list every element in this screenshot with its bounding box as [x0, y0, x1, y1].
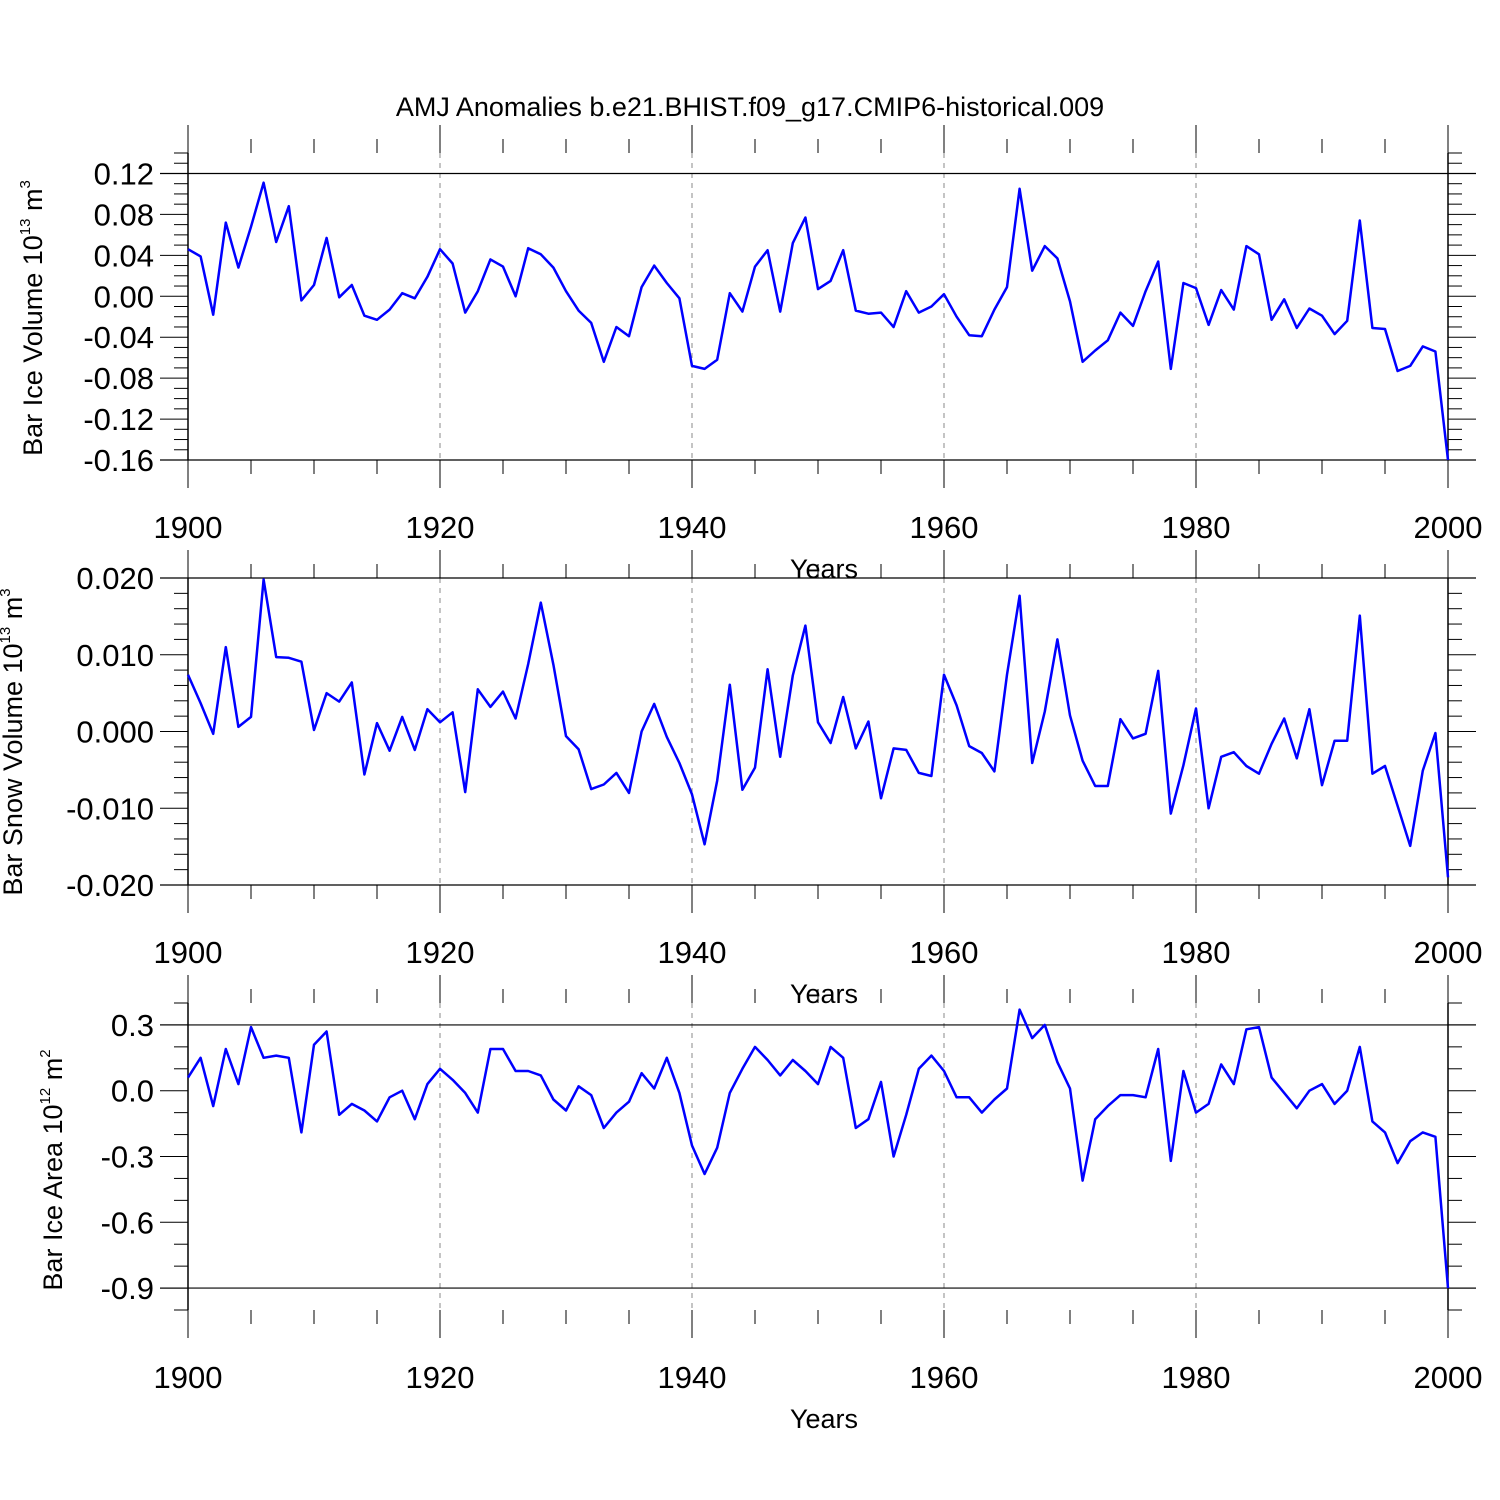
y-axis-label: Bar Snow Volume 1013 m3 [0, 588, 28, 895]
y-tick-label: -0.010 [66, 791, 154, 826]
y-axis-label-part: m [38, 1058, 68, 1088]
x-tick-label: 2000 [1414, 935, 1483, 970]
series-line [187, 181, 1450, 461]
y-tick-label: -0.12 [83, 402, 154, 437]
y-axis-label-part: Bar Ice Area 10 [38, 1104, 68, 1290]
y-axis-label: Bar Ice Area 1012 m2 [37, 1049, 68, 1290]
x-tick-label: 1920 [406, 1360, 475, 1395]
ice-area-panel: 0.3 0.0 -0.3 -0.6 -0.9 1900 1920 1940 1960 1980 20… [37, 975, 1482, 1434]
y-axis-label-part: 13 [0, 627, 14, 644]
x-axis-label: Years [790, 979, 858, 1009]
x-tick-label: 1960 [910, 1360, 979, 1395]
y-tick-label: 0.08 [94, 197, 154, 232]
y-tick-label: -0.3 [101, 1140, 154, 1175]
x-tick-label: 1940 [658, 510, 727, 545]
y-tick-label: -0.6 [101, 1205, 154, 1240]
x-tick-label: 1940 [658, 1360, 727, 1395]
y-axis-label-part: 3 [0, 588, 14, 596]
series-line [186, 578, 1450, 878]
y-axis-label-part: 2 [37, 1049, 54, 1057]
y-axis-label-part: m [18, 189, 48, 219]
x-tick-label: 1940 [658, 935, 727, 970]
x-axis-label: Years [790, 554, 858, 584]
x-tick-label: 1960 [910, 510, 979, 545]
y-tick-label: 0.12 [94, 156, 154, 191]
x-tick-label: 2000 [1414, 510, 1483, 545]
x-tick-label: 1960 [910, 935, 979, 970]
y-tick-label: 0.000 [76, 715, 154, 750]
y-tick-label: 0.020 [76, 561, 154, 596]
y-tick-label: -0.16 [83, 443, 154, 478]
x-tick-label: 1920 [406, 935, 475, 970]
x-axis-label: Years [790, 1404, 858, 1434]
x-tick-label: 1980 [1162, 510, 1231, 545]
series-line [186, 1008, 1450, 1289]
y-axis-label: Bar Ice Volume 1013 m3 [17, 180, 48, 456]
y-axis-label-part: Bar Snow Volume 10 [0, 643, 28, 895]
x-tick-label: 1920 [406, 510, 475, 545]
y-tick-label: 0.04 [94, 238, 154, 273]
y-axis-label-part: m [0, 597, 28, 627]
y-axis-label-part: 12 [37, 1088, 54, 1105]
y-tick-label: 0.010 [76, 638, 154, 673]
x-tick-label: 1900 [154, 935, 223, 970]
x-tick-label: 1980 [1162, 1360, 1231, 1395]
y-tick-label: -0.08 [83, 361, 154, 396]
y-tick-label: 0.3 [111, 1008, 154, 1043]
y-axis-label-part: 13 [17, 219, 34, 236]
y-tick-label: -0.020 [66, 868, 154, 903]
chart-title: AMJ Anomalies b.e21.BHIST.f09_g17.CMIP6-… [396, 92, 1104, 122]
y-tick-label: -0.9 [101, 1271, 154, 1306]
y-tick-label: -0.04 [83, 320, 154, 355]
y-tick-label: 0.00 [94, 279, 154, 314]
y-axis-label-part: 3 [17, 180, 34, 188]
y-axis-label-part: Bar Ice Volume 10 [18, 235, 48, 456]
y-tick-label: 0.0 [111, 1074, 154, 1109]
x-tick-label: 1900 [154, 510, 223, 545]
x-tick-label: 1900 [154, 1360, 223, 1395]
x-tick-label: 2000 [1414, 1360, 1483, 1395]
ice-volume-panel: 0.12 0.08 0.04 0.00 -0.04 -0.08 -0.12 -0.161900… [17, 125, 1482, 584]
x-tick-label: 1980 [1162, 935, 1231, 970]
